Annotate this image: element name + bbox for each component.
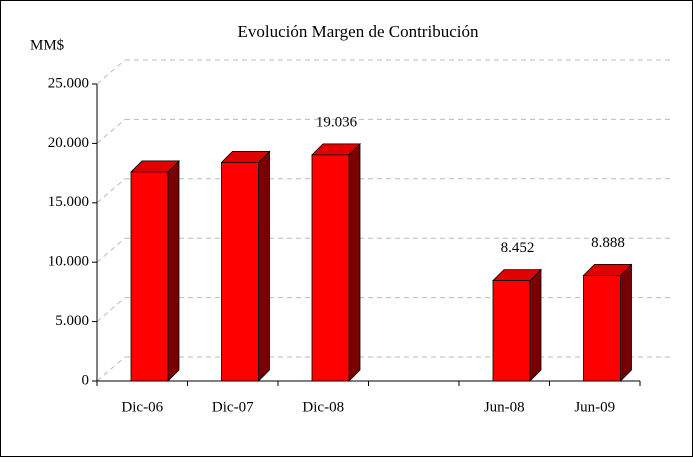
x-tick-label: Jun-08 — [484, 399, 525, 415]
bar — [492, 280, 531, 382]
bar-side — [167, 159, 180, 382]
bar — [221, 162, 259, 382]
y-axis-label: MM$ — [30, 37, 65, 53]
grid-line — [96, 59, 126, 85]
bar — [130, 171, 169, 382]
x-tick-label: Jun-09 — [574, 399, 615, 415]
chart-title: Evolución Margen de Contribución — [238, 22, 479, 41]
data-label: 19.036 — [316, 114, 358, 130]
grid-line — [96, 178, 126, 204]
data-label: 8.888 — [591, 235, 625, 251]
bar-side — [348, 142, 361, 382]
y-tick-label: 25.000 — [48, 75, 89, 91]
y-tick-label: 20.000 — [48, 135, 89, 151]
y-tick-label: 15.000 — [48, 194, 89, 210]
x-tick-label: Dic-07 — [212, 399, 254, 415]
y-tick-label: 5.000 — [55, 313, 89, 329]
bar-side — [258, 150, 270, 382]
grid-line — [96, 119, 126, 144]
grid-line — [96, 237, 126, 263]
grid-line — [96, 356, 126, 382]
bar-side — [529, 268, 542, 382]
y-tick-label: 0 — [82, 372, 90, 388]
x-tick-label: Dic-08 — [302, 399, 344, 415]
bar-side — [620, 263, 632, 382]
grid-line — [96, 297, 126, 322]
x-tick-label: Dic-06 — [121, 399, 163, 415]
data-label: 8.452 — [501, 240, 535, 256]
bar — [311, 154, 350, 382]
bar — [583, 275, 621, 382]
y-tick-label: 10.000 — [48, 254, 89, 270]
